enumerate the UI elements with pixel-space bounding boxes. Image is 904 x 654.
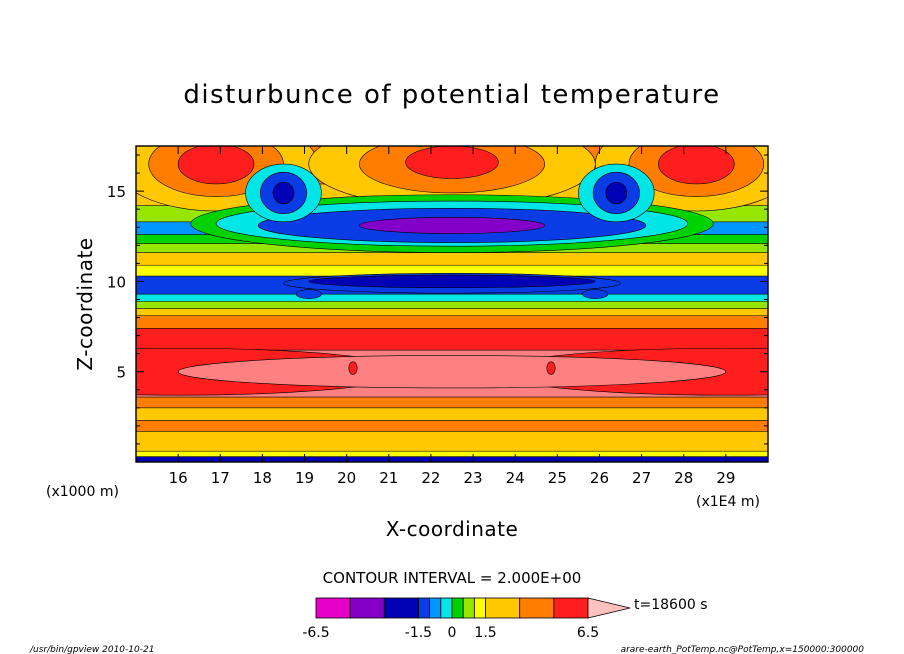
x-tick-label: 25	[548, 469, 567, 487]
warm-core-contour	[177, 146, 255, 185]
x-tick-label: 24	[506, 469, 525, 487]
contour-layer	[136, 420, 768, 432]
colorbar	[315, 597, 631, 619]
colorbar-swatch	[462, 597, 475, 619]
x-axis-label: X-coordinate	[386, 517, 519, 541]
colorbar-swatch	[451, 597, 464, 619]
cold-lobe-contour	[582, 289, 609, 299]
contour-layer	[136, 456, 768, 462]
colorbar-tick-label: 6.5	[577, 625, 599, 641]
x-tick-label: 20	[337, 469, 356, 487]
x-tick-label: 17	[211, 469, 230, 487]
colorbar-swatch	[418, 597, 431, 619]
x-tick-label: 21	[379, 469, 398, 487]
time-label: t=18600 s	[634, 597, 708, 613]
contour-fills	[136, 146, 768, 462]
contour-layer	[136, 252, 768, 266]
warm-core-contour	[658, 146, 735, 185]
colorbar-tick-label: 1.5	[474, 625, 496, 641]
axis-ticks	[135, 146, 769, 463]
plot-area	[135, 145, 769, 463]
cold-lobe-contour	[295, 289, 322, 299]
cold-lobe-contour	[605, 181, 628, 205]
colorbar-swatch	[553, 597, 589, 619]
y-axis-label: Z-coordinate	[73, 237, 97, 370]
cold-core-contour	[359, 217, 545, 234]
x-unit-label: (x1E4 m)	[696, 494, 760, 510]
contour-layer	[136, 328, 768, 351]
colorbar-tick-label: 0	[448, 625, 457, 641]
colorbar-swatch	[473, 597, 486, 619]
warm-spot-contour	[546, 361, 556, 375]
x-tick-label: 26	[590, 469, 609, 487]
x-tick-labels: 16 17 18 19 20 21 22 23 24 25 26 27 28 29	[169, 469, 736, 487]
contour-layer	[136, 301, 768, 309]
x-tick-label: 18	[253, 469, 272, 487]
colorbar-swatch	[485, 597, 521, 619]
y-unit-label: (x1000 m)	[46, 484, 119, 500]
contour-interval-label: CONTOUR INTERVAL = 2.000E+00	[323, 569, 582, 587]
colorbar-swatch	[349, 597, 385, 619]
y-tick-label: 15	[107, 183, 126, 201]
chart-title: disturbunce of potential temperature	[183, 80, 720, 110]
y-tick-labels: 5 10 15	[107, 183, 126, 382]
x-tick-label: 19	[295, 469, 314, 487]
contour-layer	[136, 293, 768, 302]
x-tick-label: 23	[464, 469, 483, 487]
colorbar-swatch	[315, 597, 351, 619]
x-tick-label: 27	[632, 469, 651, 487]
x-tick-label: 28	[674, 469, 693, 487]
contour-layer	[136, 407, 768, 421]
warm-spot-contour	[348, 361, 358, 375]
colorbar-swatch	[429, 597, 442, 619]
contour-layer	[136, 450, 768, 457]
colorbar-tick-label: -6.5	[302, 625, 329, 641]
x-tick-label: 22	[421, 469, 440, 487]
colorbar-tick-label: -1.5	[405, 625, 432, 641]
warm-core-contour	[405, 146, 499, 179]
colorbar-swatch	[440, 597, 453, 619]
colorbar-labels: -6.5 -1.5 0 1.5 6.5	[302, 625, 599, 641]
plot-frame	[135, 145, 769, 463]
colorbar-swatch	[519, 597, 555, 619]
x-tick-label: 16	[169, 469, 188, 487]
colorbar-swatch	[383, 597, 419, 619]
y-tick-label: 10	[107, 273, 126, 291]
footer-right: arare-earth_PotTemp.nc@PotTemp,x=150000:…	[621, 645, 865, 654]
colorbar-arrow	[587, 597, 631, 619]
contour-layer	[136, 308, 768, 316]
contour-layer	[136, 431, 768, 452]
contour-layer	[136, 315, 768, 329]
cold-layer-contour	[308, 274, 596, 289]
warm-layer-contour	[177, 355, 727, 389]
footer-left: /usr/bin/gpview 2010-10-21	[29, 645, 154, 654]
cold-lobe-contour	[272, 181, 295, 205]
y-tick-label: 5	[116, 364, 126, 382]
x-tick-label: 29	[716, 469, 735, 487]
contour-layer	[136, 396, 768, 409]
